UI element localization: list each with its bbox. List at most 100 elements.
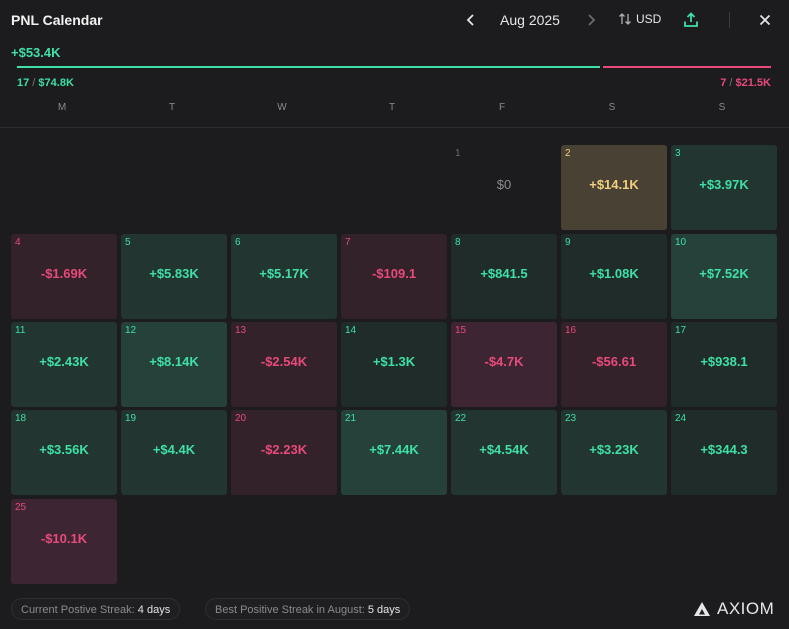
day-cell[interactable]: 16 -$56.61: [561, 322, 667, 407]
day-number: 3: [675, 148, 681, 159]
day-pnl: -$2.54K: [260, 354, 308, 369]
day-number: 10: [675, 237, 687, 248]
chevron-left-icon: [466, 14, 474, 26]
day-number: 12: [125, 325, 137, 336]
day-number: 24: [675, 413, 687, 424]
day-cell[interactable]: 25 -$10.1K: [11, 499, 117, 584]
share-button[interactable]: [682, 11, 700, 34]
currency-label: USD: [636, 12, 662, 26]
day-pnl: +$938.1: [700, 354, 748, 369]
weekday-label: F: [498, 102, 506, 113]
day-number: 1: [455, 148, 461, 159]
day-cell[interactable]: 19 +$4.4K: [121, 410, 227, 495]
header: PNL Calendar Aug 2025 USD: [0, 0, 789, 40]
day-cell[interactable]: 8 +$841.5: [451, 234, 557, 319]
day-cell[interactable]: 7 -$109.1: [341, 234, 447, 319]
day-number: 15: [455, 325, 467, 336]
day-cell[interactable]: 10 +$7.52K: [671, 234, 777, 319]
day-number: 25: [15, 502, 27, 513]
day-cell[interactable]: 4 -$1.69K: [11, 234, 117, 319]
day-pnl: +$3.56K: [39, 442, 89, 457]
day-pnl: +$841.5: [480, 266, 528, 281]
day-cell[interactable]: 1 $0: [451, 145, 557, 230]
current-streak-value: 4 days: [137, 604, 171, 616]
day-cell[interactable]: 3 +$3.97K: [671, 145, 777, 230]
day-number: 11: [15, 325, 26, 336]
logo-text: AXIOM: [717, 599, 775, 618]
loss-days: 7: [720, 77, 727, 89]
win-ratio-bar: [17, 66, 600, 68]
day-pnl: -$1.69K: [40, 266, 88, 281]
day-pnl: $0: [496, 177, 512, 192]
day-cell[interactable]: 14 +$1.3K: [341, 322, 447, 407]
day-pnl: +$2.43K: [39, 354, 89, 369]
loss-ratio-bar: [603, 66, 771, 68]
header-divider: [729, 12, 730, 28]
win-amount: $74.8K: [38, 77, 74, 89]
day-pnl: +$14.1K: [589, 177, 639, 192]
next-month-button[interactable]: [582, 11, 600, 29]
day-cell[interactable]: 15 -$4.7K: [451, 322, 557, 407]
day-cell[interactable]: 5 +$5.83K: [121, 234, 227, 319]
day-cell[interactable]: 12 +$8.14K: [121, 322, 227, 407]
day-cell[interactable]: 18 +$3.56K: [11, 410, 117, 495]
day-number: 6: [235, 237, 241, 248]
weekday-label: T: [388, 102, 396, 113]
day-cell[interactable]: 6 +$5.17K: [231, 234, 337, 319]
day-number: 7: [345, 237, 351, 248]
day-cell[interactable]: 24 +$344.3: [671, 410, 777, 495]
day-pnl: +$3.23K: [589, 442, 639, 457]
day-pnl: +$5.17K: [259, 266, 309, 281]
previous-month-button[interactable]: [462, 11, 480, 29]
day-pnl: -$56.61: [591, 354, 637, 369]
win-summary: 17 / $74.8K: [17, 77, 74, 89]
weekday-label: S: [718, 102, 726, 113]
day-cell[interactable]: 23 +$3.23K: [561, 410, 667, 495]
day-number: 22: [455, 413, 467, 424]
day-pnl: -$4.7K: [484, 354, 524, 369]
day-pnl: +$4.54K: [479, 442, 529, 457]
day-number: 9: [565, 237, 571, 248]
share-upload-icon: [684, 12, 698, 27]
day-pnl: +$1.08K: [589, 266, 639, 281]
day-number: 20: [235, 413, 247, 424]
close-icon: [759, 14, 771, 26]
day-cell[interactable]: 17 +$938.1: [671, 322, 777, 407]
day-cell[interactable]: 22 +$4.54K: [451, 410, 557, 495]
total-pnl: +$53.4K: [11, 45, 61, 60]
axiom-logo: AXIOM: [693, 599, 774, 619]
day-cell[interactable]: 2 +$14.1K: [561, 145, 667, 230]
day-cell[interactable]: 11 +$2.43K: [11, 322, 117, 407]
day-cell[interactable]: 13 -$2.54K: [231, 322, 337, 407]
weekday-label: W: [277, 102, 287, 113]
day-pnl: -$10.1K: [40, 531, 88, 546]
day-number: 8: [455, 237, 461, 248]
current-month: Aug 2025: [500, 12, 560, 28]
day-pnl: +$7.44K: [369, 442, 419, 457]
day-pnl: -$2.23K: [260, 442, 308, 457]
day-number: 13: [235, 325, 247, 336]
day-number: 19: [125, 413, 137, 424]
currency-toggle[interactable]: USD: [618, 12, 661, 26]
day-pnl: +$4.4K: [152, 442, 196, 457]
weekday-header: M T W T F S S: [9, 102, 779, 116]
day-number: 5: [125, 237, 131, 248]
day-number: 14: [345, 325, 357, 336]
weekday-label: T: [168, 102, 176, 113]
day-pnl: +$3.97K: [699, 177, 749, 192]
day-cell[interactable]: 21 +$7.44K: [341, 410, 447, 495]
day-number: 23: [565, 413, 577, 424]
day-cell[interactable]: 9 +$1.08K: [561, 234, 667, 319]
day-number: 21: [345, 413, 357, 424]
loss-summary: 7 / $21.5K: [720, 77, 771, 89]
swap-vertical-icon: [619, 13, 631, 25]
win-days: 17: [17, 77, 30, 89]
day-number: 18: [15, 413, 27, 424]
day-pnl: +$8.14K: [149, 354, 199, 369]
best-streak-badge: Best Positive Streak in August: 5 days: [205, 598, 411, 620]
page-title: PNL Calendar: [11, 12, 103, 28]
close-button[interactable]: [756, 11, 774, 29]
axiom-logo-icon: [694, 602, 710, 616]
day-cell[interactable]: 20 -$2.23K: [231, 410, 337, 495]
day-number: 17: [675, 325, 687, 336]
